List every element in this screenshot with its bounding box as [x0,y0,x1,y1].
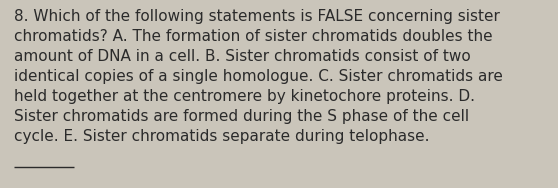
Text: 8. Which of the following statements is FALSE concerning sister
chromatids? A. T: 8. Which of the following statements is … [15,9,503,145]
